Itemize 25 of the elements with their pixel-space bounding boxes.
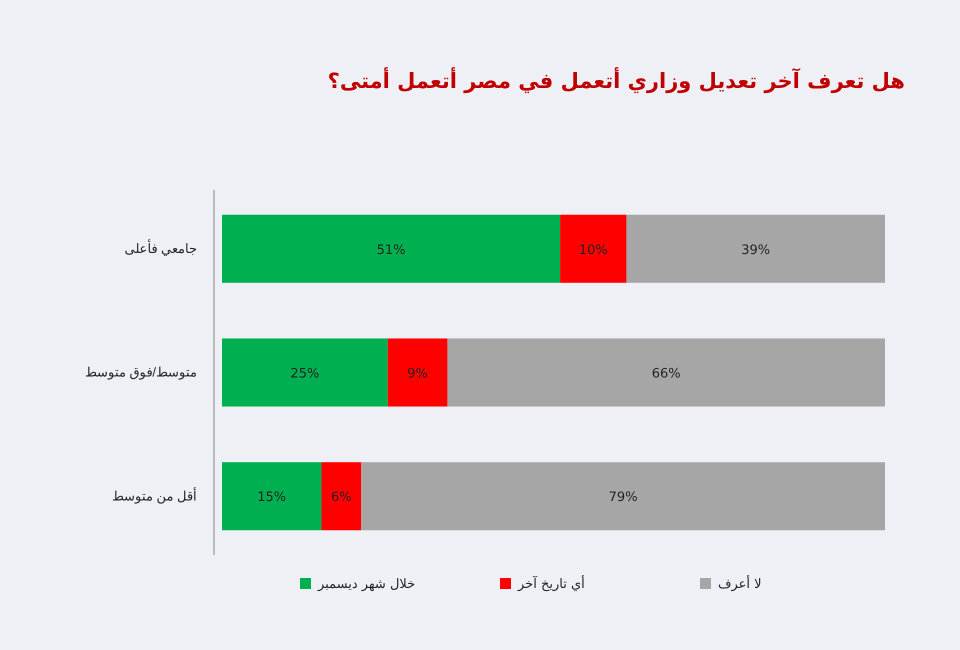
legend-label: خلال شهر ديسمبر bbox=[317, 577, 416, 592]
y-tick-label: أقل من متوسط bbox=[112, 487, 197, 504]
legend-label: لا أعرف bbox=[718, 575, 762, 592]
chart-title: هل تعرف آخر تعديل وزاري أتعمل في مصر أتعمل أمتى؟ bbox=[328, 67, 905, 94]
y-tick-label: جامعي فأعلى bbox=[124, 238, 197, 256]
bar bbox=[560, 214, 626, 283]
bar bbox=[388, 338, 448, 407]
bar bbox=[447, 338, 885, 407]
data-label: 39% bbox=[741, 242, 770, 258]
data-label: 25% bbox=[290, 366, 320, 382]
data-label: 6% bbox=[331, 490, 352, 506]
bar bbox=[321, 462, 362, 530]
bar bbox=[361, 462, 885, 530]
data-label: 51% bbox=[376, 242, 406, 258]
data-label: 15% bbox=[257, 490, 286, 506]
data-label: 79% bbox=[608, 490, 638, 506]
bar bbox=[626, 214, 885, 283]
legend-label: أي تاريخ آخر bbox=[517, 575, 585, 592]
bar bbox=[222, 214, 560, 283]
bar bbox=[222, 462, 322, 530]
bar bbox=[222, 338, 388, 407]
data-label: 66% bbox=[652, 366, 681, 382]
data-label: 10% bbox=[578, 242, 608, 258]
y-tick-label: متوسط/فوق متوسط bbox=[84, 364, 197, 381]
data-label: 9% bbox=[407, 366, 428, 382]
